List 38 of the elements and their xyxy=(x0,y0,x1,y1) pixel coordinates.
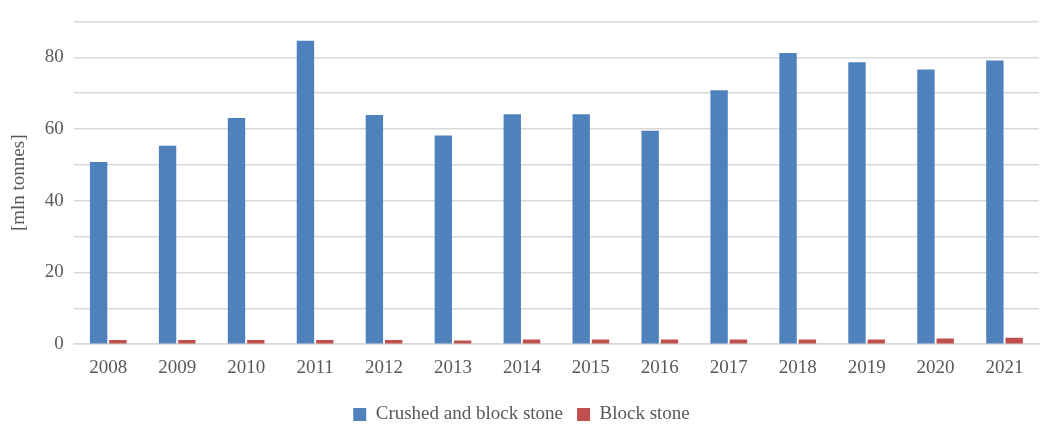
x-tick-label: 2014 xyxy=(502,355,542,377)
bar xyxy=(89,162,108,344)
bar xyxy=(710,90,728,344)
bar xyxy=(434,135,453,344)
x-tick-label: 2008 xyxy=(89,355,128,377)
y-axis-title: [mln tonnes] xyxy=(7,134,29,232)
bar xyxy=(158,145,177,344)
legend-label: Block stone xyxy=(599,402,690,424)
x-tick-label: 2021 xyxy=(985,355,1024,377)
bar xyxy=(986,60,1004,344)
bar xyxy=(572,114,590,344)
bar xyxy=(848,62,866,344)
x-tick-label: 2011 xyxy=(296,355,334,377)
bar xyxy=(641,130,659,344)
x-tick-label: 2013 xyxy=(433,355,472,377)
bar xyxy=(227,117,246,344)
bar xyxy=(936,338,954,344)
bar xyxy=(779,52,797,344)
bar xyxy=(365,115,384,344)
y-tick-label: 0 xyxy=(54,332,64,354)
bar xyxy=(917,69,935,344)
y-tick-label: 60 xyxy=(44,116,64,138)
x-tick-label: 2015 xyxy=(571,355,610,377)
x-tick-label: 2017 xyxy=(709,355,748,377)
x-tick-label: 2016 xyxy=(640,355,679,377)
bar xyxy=(296,40,315,344)
x-tick-label: 2010 xyxy=(227,355,266,377)
bar xyxy=(503,114,521,344)
bar xyxy=(1005,337,1023,344)
legend-label: Crushed and block stone xyxy=(375,402,564,424)
x-tick-label: 2020 xyxy=(916,355,955,377)
x-tick-label: 2012 xyxy=(365,355,404,377)
x-tick-label: 2009 xyxy=(158,355,197,377)
y-tick-label: 40 xyxy=(44,188,64,210)
x-tick-label: 2018 xyxy=(778,355,817,377)
x-tick-label: 2019 xyxy=(847,355,886,377)
y-tick-label: 80 xyxy=(44,45,64,67)
y-tick-label: 20 xyxy=(44,260,64,282)
